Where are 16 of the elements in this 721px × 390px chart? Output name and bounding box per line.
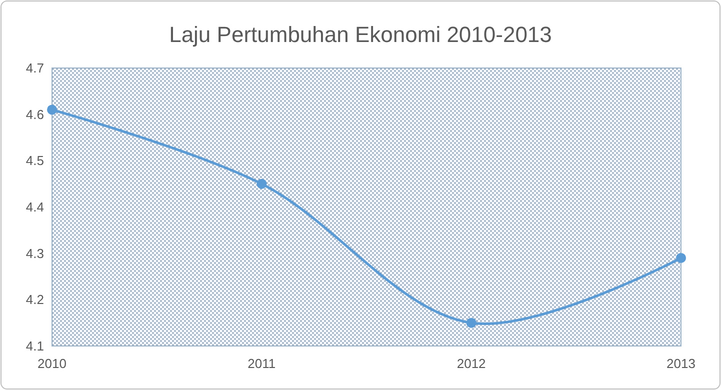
- y-tick-label: 4.6: [26, 106, 44, 122]
- point: [676, 252, 686, 263]
- y-tick-label: 4.1: [26, 338, 44, 354]
- point: [466, 318, 476, 328]
- point: [47, 104, 57, 115]
- chart-title: Laju Pertumbuhan Ekonomi 2010-2013: [169, 22, 552, 47]
- y-tick-label: 4.3: [26, 246, 44, 261]
- y-tick-label: 4.4: [26, 200, 44, 215]
- y-tick-label: 4.7: [26, 60, 44, 76]
- y-tick-label: 4.5: [26, 153, 44, 168]
- y-tick-label: 4.2: [26, 292, 44, 308]
- x-tick-label: 2010: [38, 356, 66, 371]
- point: [256, 178, 267, 189]
- x-tick-label: 2011: [248, 356, 276, 371]
- x-tick-label: 2012: [456, 356, 486, 371]
- x-tick-label: 2013: [666, 356, 696, 371]
